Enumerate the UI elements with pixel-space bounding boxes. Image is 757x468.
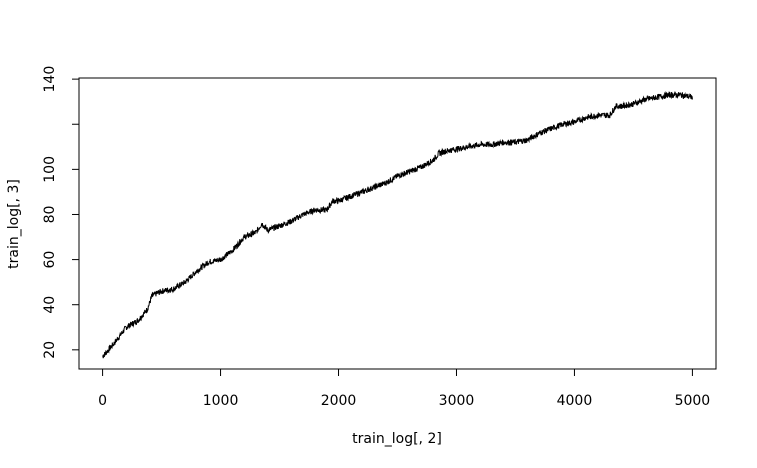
series-layer — [102, 90, 693, 359]
y-tick-label: 140 — [42, 66, 58, 93]
y-tick-label: 80 — [42, 206, 58, 224]
y-tick-label: 60 — [42, 251, 58, 269]
y-tick-label: 40 — [42, 296, 58, 314]
x-tick-label: 5000 — [675, 393, 711, 409]
x-axis-label: train_log[, 2] — [352, 431, 442, 447]
x-tick-label: 3000 — [439, 393, 475, 409]
x-tick-label: 2000 — [321, 393, 357, 409]
y-tick-label: 100 — [42, 156, 58, 183]
y-axis-label: train_log[, 3] — [6, 179, 22, 269]
x-tick-label: 0 — [98, 393, 107, 409]
x-tick-label: 4000 — [557, 393, 593, 409]
y-axis: 20 40 60 80 100 140 — [42, 66, 80, 359]
plot-frame — [78, 77, 717, 370]
y-tick-label: 20 — [42, 341, 58, 359]
x-axis: 0 1000 2000 3000 4000 5000 — [98, 368, 711, 409]
x-tick-label: 1000 — [203, 393, 239, 409]
series-line — [102, 90, 693, 359]
